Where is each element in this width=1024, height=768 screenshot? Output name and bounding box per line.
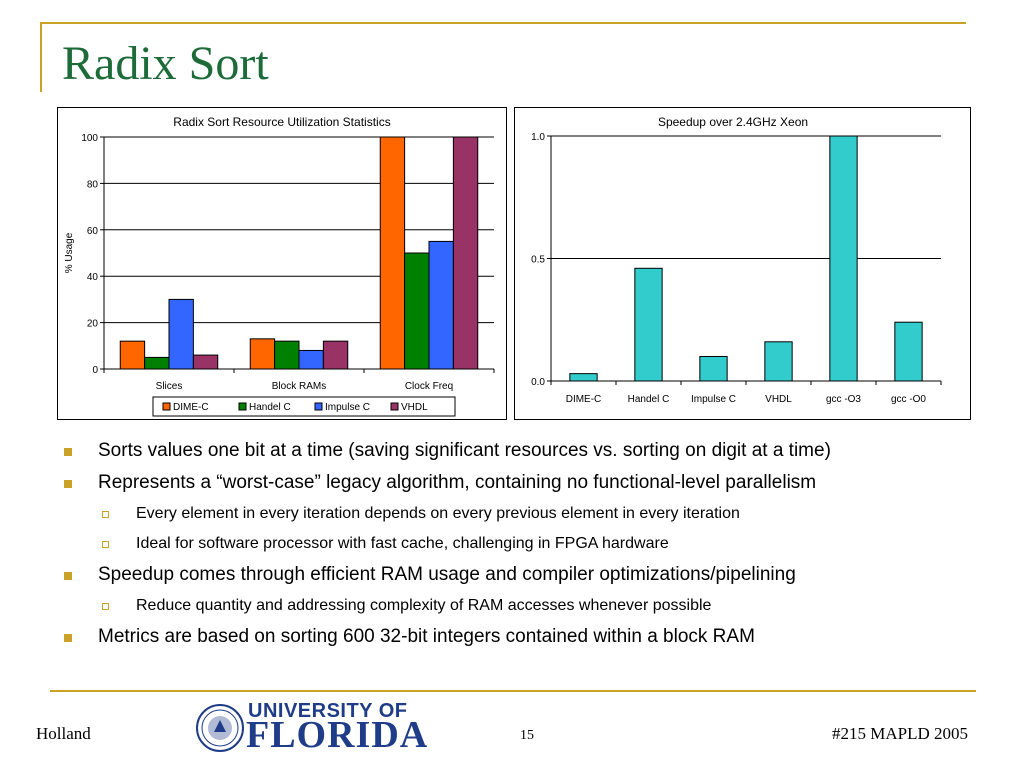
bar [569,373,598,382]
x-tick-label: Impulse C [691,394,736,405]
resource-utilization-svg: Radix Sort Resource Utilization Statisti… [64,115,495,417]
bullet-item: Metrics are based on sorting 600 32-bit … [60,626,1000,648]
x-tick-label: gcc -O0 [891,394,926,405]
bar [428,240,454,370]
bar [404,252,430,370]
legend-swatch [390,402,399,411]
title-frame-vertical [40,22,42,92]
chart-title: Speedup over 2.4GHz Xeon [658,115,808,129]
bullet-list: Sorts values one bit at a time (saving s… [60,440,1000,658]
bullet-item: Represents a “worst-case” legacy algorit… [60,472,1000,494]
bar [298,349,324,370]
legend-swatch [314,402,323,411]
logo-university-of: UNIVERSITY OF [248,700,408,722]
sub-bullet-text: Reduce quantity and addressing complexit… [136,597,712,614]
bar [322,340,349,370]
bar [379,136,406,370]
y-tick-label: 0 [92,365,98,376]
sub-bullet-text: Ideal for software processor with fast c… [136,535,669,552]
x-tick-label: gcc -O3 [826,394,861,405]
x-tick-label: Block RAMs [272,381,326,392]
bullet-marker-icon [64,634,72,642]
sub-bullet-item: Every element in every iteration depends… [60,504,1000,524]
speedup-svg: Speedup over 2.4GHz Xeon 0.0 0.5 1.0 DIME-C H… [531,115,942,405]
footer-author: Holland [36,724,91,743]
legend-label: Impulse C [325,402,370,413]
bar [894,321,923,382]
x-tick-label: DIME-C [566,394,602,405]
sub-bullet-item: Reduce quantity and addressing complexit… [60,596,1000,616]
bar [764,341,793,382]
y-tick-label: 0.0 [531,377,545,388]
y-tick-label: 40 [87,272,99,283]
legend-swatch [162,402,171,411]
bar [699,356,728,382]
bar [452,136,479,370]
bar [168,298,194,370]
legend-label: VHDL [401,402,428,413]
bar [829,135,858,382]
bullet-text: Sorts values one bit at a time (saving s… [98,440,831,461]
bar [119,340,146,370]
footer-divider [50,690,976,692]
legend-label: DIME-C [173,402,209,413]
sub-bullet-marker-icon [102,541,109,548]
y-tick-label: 100 [81,133,98,144]
x-tick-label: Clock Freq [405,381,453,392]
logo-florida: FLORIDA [246,714,429,756]
footer-conference: #215 MAPLD 2005 [832,724,969,743]
sub-bullet-marker-icon [102,511,109,518]
bullet-marker-icon [64,480,72,488]
chart-title: Radix Sort Resource Utilization Statisti… [173,115,390,129]
x-tick-label: VHDL [765,394,792,405]
bullet-text: Speedup comes through efficient RAM usag… [98,564,796,585]
title-frame-horizontal [40,22,966,24]
y-tick-label: 80 [87,179,99,190]
resource-utilization-chart: Radix Sort Resource Utilization Statisti… [57,107,507,420]
sub-bullet-text: Every element in every iteration depends… [136,505,740,522]
slide-title: Radix Sort [62,37,269,90]
bar [144,356,170,370]
bullet-item: Sorts values one bit at a time (saving s… [60,440,1000,462]
legend-swatch [238,402,247,411]
bullet-marker-icon [64,448,72,456]
bullet-text: Metrics are based on sorting 600 32-bit … [98,626,755,647]
university-seal-icon [196,704,244,752]
x-tick-label: Slices [156,381,183,392]
y-tick-label: 20 [87,319,99,330]
university-logo: UNIVERSITY OF FLORIDA [196,700,427,756]
bullet-text: Represents a “worst-case” legacy algorit… [98,472,817,493]
y-tick-label: 1.0 [531,132,545,143]
legend-label: Handel C [249,402,291,413]
bullet-marker-icon [64,572,72,580]
page-number: 15 [520,728,534,743]
bar [634,267,663,382]
y-tick-label: 60 [87,226,99,237]
y-tick-label: 0.5 [531,255,545,266]
y-axis-label: % Usage [64,232,75,273]
sub-bullet-marker-icon [102,603,109,610]
bullet-item: Speedup comes through efficient RAM usag… [60,564,1000,586]
speedup-chart: Speedup over 2.4GHz Xeon 0.0 0.5 1.0 DIME-C H… [514,107,971,420]
bar [249,338,276,370]
legend-box [152,396,456,417]
bar [274,340,300,370]
x-tick-label: Handel C [628,394,670,405]
sub-bullet-item: Ideal for software processor with fast c… [60,534,1000,554]
bar [192,354,219,370]
